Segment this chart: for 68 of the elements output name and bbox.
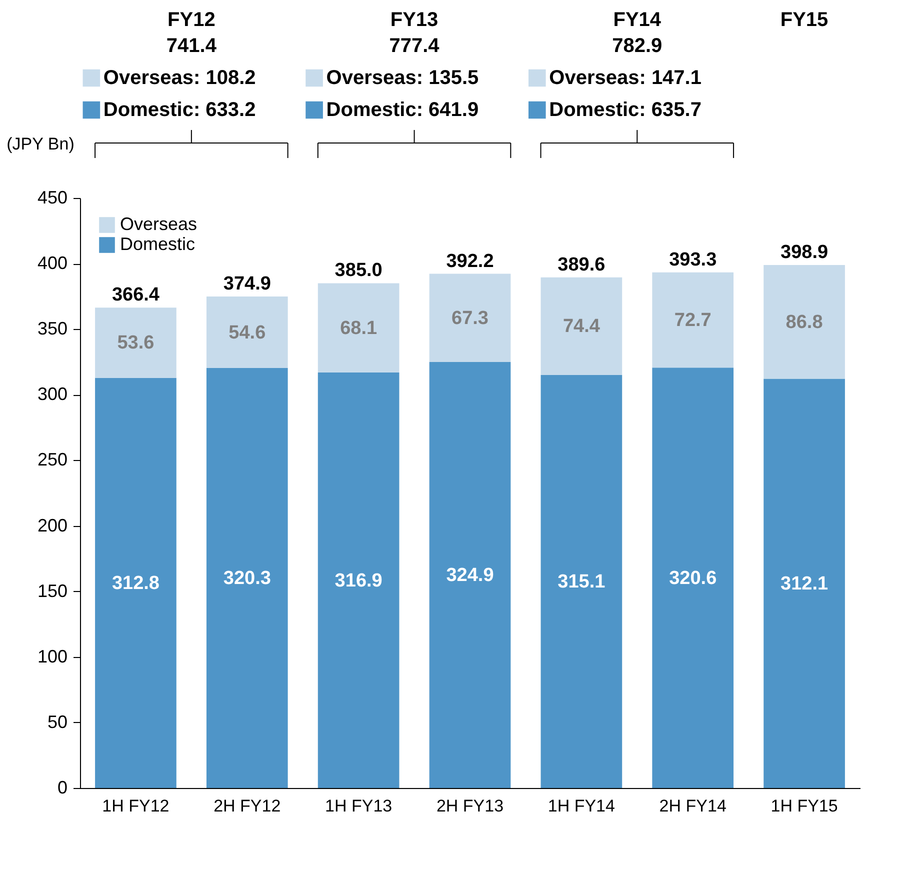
text: 741.4 bbox=[166, 35, 218, 57]
y-tick-label: 350 bbox=[37, 318, 68, 339]
data-label: 315.1 bbox=[558, 571, 606, 592]
y-tick-label: 50 bbox=[47, 712, 68, 732]
bar bbox=[206, 368, 288, 788]
x-tick-label: 2H FY13 bbox=[436, 796, 504, 816]
y-tick-label: 0 bbox=[57, 778, 68, 798]
text: FY14 bbox=[613, 9, 662, 31]
bar bbox=[429, 362, 511, 788]
y-tick-label: 200 bbox=[37, 515, 68, 536]
bar bbox=[429, 274, 511, 362]
x-tick-label: 1H FY15 bbox=[770, 796, 838, 816]
total-label: 366.4 bbox=[112, 284, 160, 306]
data-label: 53.6 bbox=[117, 332, 154, 354]
x-tick-label: 1H FY13 bbox=[325, 796, 392, 816]
text: 782.9 bbox=[612, 35, 662, 57]
text: Overseas: 108.2 bbox=[103, 67, 256, 89]
data-label: 67.3 bbox=[452, 308, 488, 329]
data-label: 74.4 bbox=[562, 316, 600, 338]
bar bbox=[95, 308, 176, 378]
x-tick-label: 1H FY12 bbox=[102, 796, 170, 816]
text: FY13 bbox=[390, 9, 438, 31]
bar bbox=[95, 378, 176, 788]
text: Overseas: 135.5 bbox=[326, 67, 479, 89]
bar bbox=[206, 296, 288, 368]
x-tick-label: 1H FY14 bbox=[548, 796, 615, 816]
total-label: 398.9 bbox=[780, 242, 828, 263]
data-label: 316.9 bbox=[334, 570, 382, 592]
bar bbox=[540, 277, 622, 375]
y-tick-label: 450 bbox=[37, 188, 68, 208]
x-tick-label: 2H FY14 bbox=[659, 796, 726, 816]
text: 777.4 bbox=[389, 35, 440, 57]
data-label: 320.6 bbox=[669, 568, 717, 589]
text: Domestic: 635.7 bbox=[549, 99, 702, 121]
y-tick-label: 250 bbox=[37, 450, 68, 470]
y-axis-title: (JPY Bn) bbox=[6, 134, 74, 154]
bar bbox=[652, 272, 734, 368]
text: Overseas: 147.1 bbox=[549, 67, 702, 89]
data-label: 72.7 bbox=[674, 310, 712, 331]
y-tick-label: 300 bbox=[37, 384, 68, 404]
bar bbox=[764, 378, 845, 788]
text: Domestic: 641.9 bbox=[326, 99, 479, 121]
y-tick-label: 150 bbox=[37, 580, 68, 601]
text: FY12 bbox=[168, 9, 216, 31]
text: Domestic: 633.2 bbox=[103, 99, 256, 121]
x-tick-label: 2H FY12 bbox=[214, 796, 281, 816]
bar bbox=[540, 374, 622, 788]
total-label: 385.0 bbox=[334, 260, 382, 282]
bar bbox=[764, 265, 845, 379]
bar bbox=[318, 283, 400, 373]
data-label: 54.6 bbox=[228, 322, 266, 344]
total-label: 393.3 bbox=[669, 249, 717, 270]
data-label: 312.1 bbox=[780, 573, 828, 594]
data-label: 86.8 bbox=[786, 312, 823, 333]
legend-label: Domestic bbox=[120, 234, 196, 254]
bar bbox=[318, 372, 400, 788]
data-label: 324.9 bbox=[446, 565, 494, 586]
legend-label: Overseas bbox=[120, 214, 198, 234]
data-label: 68.1 bbox=[340, 318, 378, 339]
y-tick-label: 100 bbox=[37, 646, 68, 666]
total-label: 389.6 bbox=[558, 254, 606, 276]
text: FY15 bbox=[780, 9, 828, 31]
total-label: 392.2 bbox=[446, 250, 494, 272]
data-label: 320.3 bbox=[223, 568, 271, 590]
data-label: 312.8 bbox=[112, 572, 160, 594]
bar bbox=[652, 368, 734, 788]
y-tick-label: 400 bbox=[37, 253, 68, 274]
total-label: 374.9 bbox=[223, 273, 271, 294]
